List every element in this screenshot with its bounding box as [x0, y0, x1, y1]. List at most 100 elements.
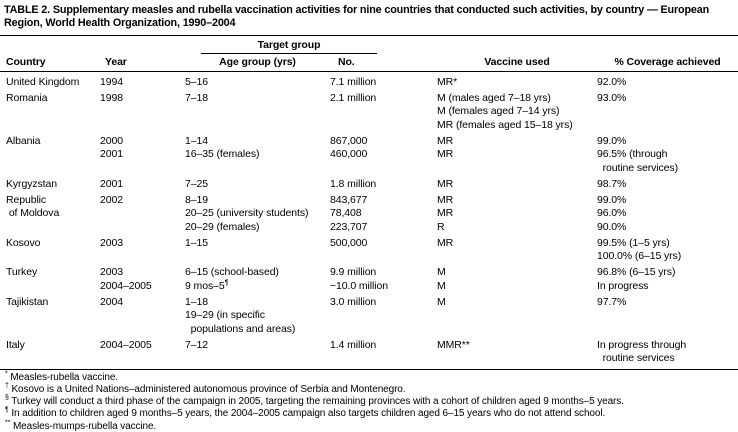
cell-year-line: 2002 [100, 193, 123, 206]
cell-no-line: 78,408 [330, 207, 362, 220]
cell-no: 867,000 [330, 135, 437, 149]
cell-age-line: 1–15 [185, 236, 208, 249]
cell-coverage-line: 96.5% (through [597, 148, 668, 161]
cell-coverage-line: In progress through [597, 338, 687, 351]
cell-country-line: Italy [6, 338, 25, 351]
table-row: Albania 2000 1–14 867,000 MR 99.0% [0, 135, 738, 149]
cell-coverage-line: 97.7% [597, 295, 627, 308]
cell-year: 2004–2005 [100, 339, 185, 366]
cell-year: 2000 [100, 135, 185, 149]
column-header-year: Year [105, 55, 127, 68]
target-group-row: Target group [0, 36, 738, 54]
cell-vaccine-line: MR [437, 236, 454, 249]
table-row: Italy 2004–2005 7–12 1.4 million MMR** In pro… [0, 339, 738, 366]
cell-year: 2004 [100, 296, 185, 337]
cell-vaccine: M (males aged 7–18 yrs) M (females aged 7… [437, 92, 597, 133]
cell-coverage-line: 99.0% [597, 134, 627, 147]
cell-country: Republic of Moldova [6, 194, 100, 235]
column-header-age-group: Age group (yrs) [219, 55, 296, 68]
table-row: Kyrgyzstan 2001 7–25 1.8 million MR 98.7% [0, 178, 738, 192]
cell-vaccine-line: M (males aged 7–18 yrs) [437, 91, 551, 104]
footnote: * Measles-rubella vaccine. [5, 370, 736, 384]
cell-no-line: 843,677 [330, 193, 368, 206]
cell-vaccine-line: MR [437, 207, 454, 220]
cell-no-line: 223,707 [330, 220, 368, 233]
cell-age-line: 20–29 (females) [185, 220, 260, 233]
cell-country-line: of Moldova [6, 207, 60, 220]
table-row: Republic of Moldova 2002 8–19 20–25 (univer… [0, 194, 738, 235]
cell-country: Italy [6, 339, 100, 366]
cell-coverage-line: routine services) [597, 161, 678, 174]
cell-country-line: Turkey [6, 266, 38, 279]
footnote-marker: † [5, 382, 9, 390]
cell-age-line: 7–18 [185, 91, 208, 104]
cell-age-line: 1–14 [185, 134, 208, 147]
cell-year-line: 2004–2005 [100, 338, 152, 351]
cell-year: 1994 [100, 76, 185, 90]
top-rule [0, 34, 738, 36]
cell-coverage: 97.7% [597, 296, 738, 337]
cell-no-line: 500,000 [330, 236, 368, 249]
column-headers: Country Year Age group (yrs) No. Vaccine… [0, 54, 738, 71]
table-row: Kosovo 2003 1–15 500,000 MR 99.5% (1–5 yrs) 10… [0, 237, 738, 264]
table-row: United Kingdom 1994 5–16 7.1 million MR* 92.0… [0, 76, 738, 90]
cell-coverage: 93.0% [597, 92, 738, 133]
cell-age-line: 19–29 (in specific [185, 309, 265, 322]
cell-year-line: 1994 [100, 75, 123, 88]
footnote-text: Turkey will conduct a third phase of the… [11, 396, 624, 408]
cell-year-line: 2003 [100, 236, 123, 249]
table-row: Romania 1998 7–18 2.1 million M (males aged … [0, 92, 738, 133]
cell-no: 1.4 million [330, 339, 437, 366]
cell-vaccine-line: MR [437, 177, 454, 190]
header-rule [0, 70, 738, 72]
cell-year-line: 2004 [100, 295, 123, 308]
target-group-header: Target group [201, 39, 377, 54]
cell-country-line: Romania [6, 91, 48, 104]
cell-coverage: 99.5% (1–5 yrs) 100.0% (6–15 yrs) [597, 237, 738, 264]
footnote-text: Measles-rubella vaccine. [10, 371, 118, 383]
cell-vaccine: MMR** [437, 339, 597, 366]
footnote: § Turkey will conduct a third phase of t… [5, 394, 736, 408]
footnote: † Kosovo is a United Nations–administere… [5, 382, 736, 396]
cell-age: 7–18 [185, 92, 330, 133]
cell-country: Kosovo [6, 237, 100, 264]
cell-coverage: 99.0% [597, 135, 738, 149]
cell-coverage-line: 93.0% [597, 91, 627, 104]
cell-no: 2.1 million [330, 92, 437, 133]
table-row: Tajikistan 2004 1–18 19–29 (in specific pop… [0, 296, 738, 337]
cell-no: 843,677 78,408 223,707 [330, 194, 437, 235]
cell-no-line: 7.1 million [330, 75, 377, 88]
cell-coverage-line: 100.0% (6–15 yrs) [597, 250, 682, 263]
cell-coverage-line: routine services [597, 352, 675, 365]
cell-no: 500,000 [330, 237, 437, 264]
cell-age-line: 7–25 [185, 177, 208, 190]
cell-year-line: 1998 [100, 91, 123, 104]
cell-vaccine: MR [437, 178, 597, 192]
cell-country: Tajikistan [6, 296, 100, 337]
cell-country-line: Kosovo [6, 236, 41, 249]
cell-no-line: 9.9 million [330, 266, 377, 279]
cell-age: 5–16 [185, 76, 330, 90]
cell-year-line: 2003 [100, 266, 123, 279]
cell-vaccine-line: M [437, 266, 446, 279]
cell-vaccine: MR MR R [437, 194, 597, 235]
cell-year: 2002 [100, 194, 185, 235]
cell-vaccine-line: M [437, 279, 446, 292]
cell-year: 1998 [100, 92, 185, 133]
cell-age: 1–14 [185, 135, 330, 149]
cell-no-line: 2.1 million [330, 91, 377, 104]
cell-coverage-line: 96.8% (6–15 yrs) [597, 266, 676, 279]
footnote-text: Kosovo is a United Nations–administered … [11, 384, 406, 396]
cell-no: 1.8 million [330, 178, 437, 192]
footnote-marker: ¶ [5, 407, 9, 415]
cell-vaccine-line: MR [437, 134, 454, 147]
footnote-marker: § [5, 394, 9, 402]
cell-year-line: 2000 [100, 134, 123, 147]
footnote-marker: * [5, 370, 8, 378]
cell-year-line: 2004–2005 [100, 279, 152, 292]
cell-year-line: 2001 [100, 177, 123, 190]
cell-coverage: 99.0% 96.0% 90.0% [597, 194, 738, 235]
cell-country: Turkey [6, 266, 100, 293]
cell-country: United Kingdom [6, 76, 100, 90]
